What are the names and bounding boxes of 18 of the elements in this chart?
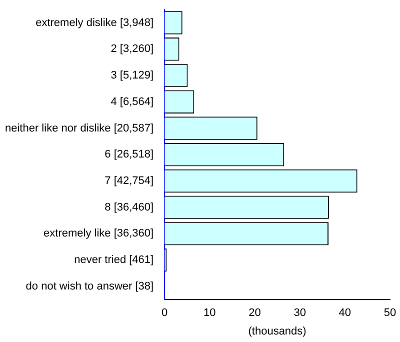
y-tick-label: 4 [6,564]	[110, 96, 154, 108]
x-axis-title: (thousands)	[248, 325, 306, 338]
y-tick-label: extremely dislike [3,948]	[36, 16, 154, 29]
y-tick-label: 7 [42,754]	[104, 174, 154, 187]
x-tick-label: 20	[248, 307, 261, 320]
y-tick-label: 3 [5,129]	[110, 70, 154, 82]
y-tick-label: neither like nor dislike [20,587]	[4, 122, 154, 134]
x-tick-label: 0	[162, 307, 168, 320]
y-tick-label: 2 [3,260]	[110, 43, 154, 56]
x-tick-label: 10	[204, 307, 216, 320]
x-tick-label: 50	[384, 307, 396, 320]
y-tick-label: never tried [461]	[74, 254, 154, 266]
y-tick-label: 8 [36,460]	[104, 201, 154, 214]
x-tick-label: 30	[294, 307, 306, 320]
y-tick-label: extremely like [36,360]	[44, 228, 154, 240]
y-tick-label: 6 [26,518]	[104, 148, 154, 161]
y-tick-label: do not wish to answer [38]	[26, 280, 154, 292]
x-tick-label: 40	[338, 307, 352, 320]
